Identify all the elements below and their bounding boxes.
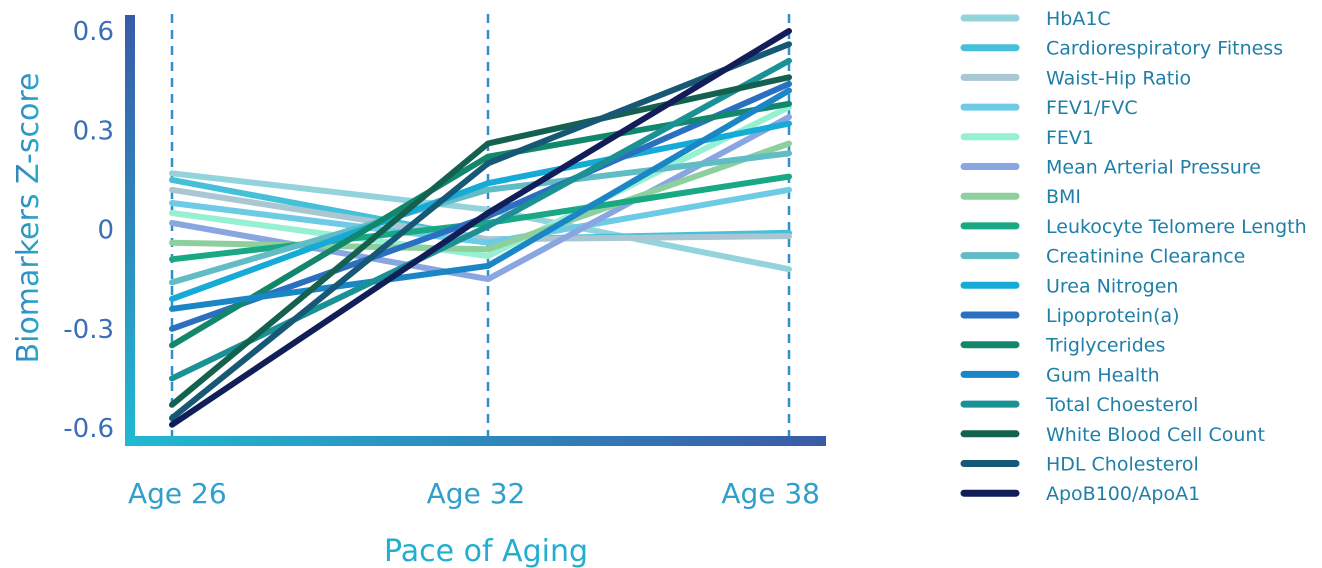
y-tick-labels: 0.6 0.3 0 -0.3 -0.6 [63, 17, 114, 444]
series-line-14 [169, 57, 792, 382]
series-line-3 [169, 186, 792, 243]
y-tick-label: -0.6 [63, 414, 114, 444]
legend-label: Urea Nitrogen [1046, 275, 1178, 297]
series-line-12 [169, 100, 792, 349]
legend-item: Mean Arterial Pressure [960, 157, 1261, 179]
series-line-6 [169, 114, 792, 283]
series-lines [169, 28, 792, 428]
legend-label: Cardiorespiratory Fitness [1046, 38, 1283, 60]
legend-item: Urea Nitrogen [960, 275, 1178, 297]
legend-label: Waist-Hip Ratio [1046, 67, 1191, 89]
legend-item: Total Choesterol [960, 394, 1198, 416]
legend-label: HDL Cholesterol [1046, 454, 1199, 476]
legend-label: ApoB100/ApoA1 [1046, 483, 1200, 505]
legend-label: Mean Arterial Pressure [1046, 157, 1261, 179]
legend-item: Leukocyte Telomere Length [960, 216, 1307, 238]
legend-label: BMI [1046, 186, 1081, 208]
legend-item: ApoB100/ApoA1 [960, 483, 1200, 505]
legend-item: Lipoprotein(a) [960, 305, 1180, 327]
legend-item: Triglycerides [960, 335, 1165, 357]
legend-label: White Blood Cell Count [1046, 424, 1265, 446]
legend: HbA1C Cardiorespiratory Fitness Waist-Hip … [960, 8, 1307, 505]
legend-label: Leukocyte Telomere Length [1046, 216, 1307, 238]
legend-item: HDL Cholesterol [960, 454, 1199, 476]
series-line-17 [169, 28, 792, 428]
legend-label: Triglycerides [1045, 335, 1165, 357]
legend-item: Cardiorespiratory Fitness [960, 38, 1283, 60]
legend-item: Waist-Hip Ratio [960, 67, 1191, 89]
legend-item: FEV1 [960, 127, 1094, 149]
y-axis-line [125, 15, 135, 446]
legend-item: Creatinine Clearance [960, 246, 1245, 268]
y-tick-label: 0.6 [73, 17, 114, 47]
x-axis-title: Pace of Aging [384, 534, 588, 568]
legend-label: Creatinine Clearance [1046, 246, 1245, 268]
legend-item: White Blood Cell Count [960, 424, 1265, 446]
series-line-15 [169, 74, 792, 408]
legend-label: Total Choesterol [1045, 394, 1198, 416]
x-tick-label: Age 38 [721, 477, 820, 510]
legend-label: FEV1 [1046, 127, 1094, 149]
series-line-9 [169, 150, 792, 286]
legend-label: Lipoprotein(a) [1046, 305, 1180, 327]
legend-item: BMI [960, 186, 1081, 208]
x-axis-line [125, 436, 826, 446]
legend-label: Gum Health [1046, 364, 1160, 386]
legend-label: HbA1C [1046, 8, 1111, 30]
y-tick-label: -0.3 [63, 315, 114, 345]
legend-item: HbA1C [960, 8, 1111, 30]
series-line-13 [169, 87, 792, 312]
y-axis-title: Biomarkers Z-score [11, 73, 46, 364]
legend-item: Gum Health [960, 364, 1160, 386]
y-tick-label: 0 [97, 216, 114, 246]
legend-item: FEV1/FVC [960, 97, 1138, 119]
x-tick-labels: Age 26 Age 32 Age 38 [128, 477, 820, 510]
x-tick-label: Age 32 [427, 477, 526, 510]
series-line-16 [169, 41, 792, 422]
x-tick-label: Age 26 [128, 477, 227, 510]
series-line-4 [169, 186, 792, 246]
y-tick-label: 0.3 [73, 116, 114, 146]
series-line-5 [169, 104, 792, 259]
series-line-10 [169, 120, 792, 302]
legend-label: FEV1/FVC [1046, 97, 1138, 119]
